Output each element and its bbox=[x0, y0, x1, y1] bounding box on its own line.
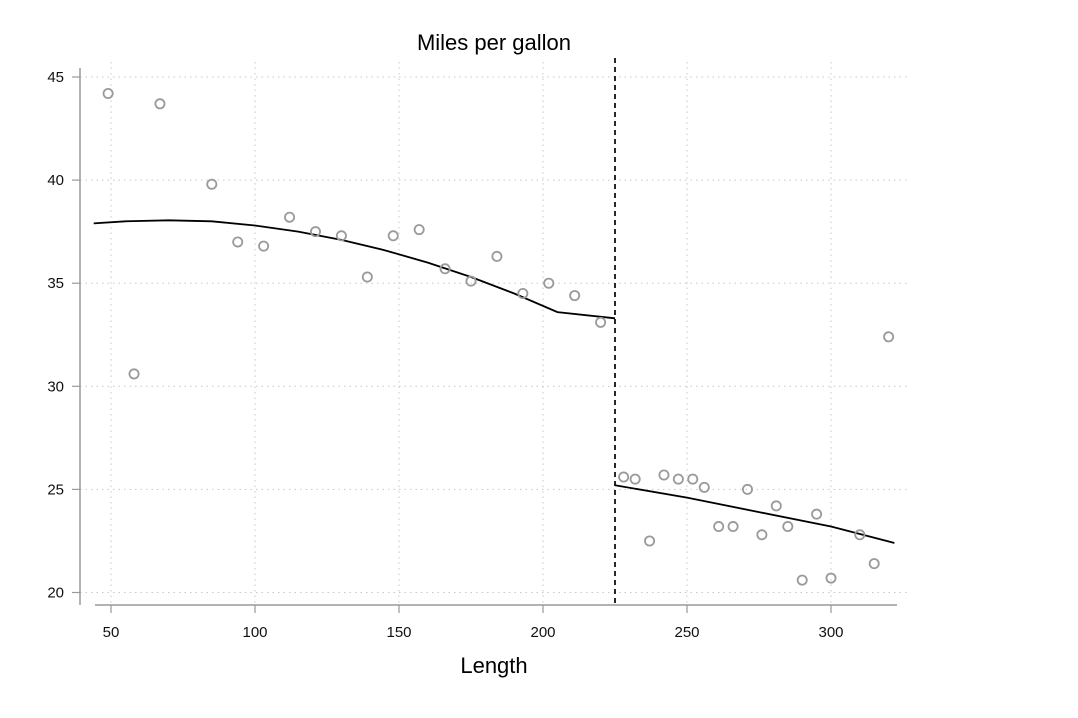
y-tick-label: 45 bbox=[47, 69, 64, 86]
data-point bbox=[413, 224, 425, 236]
data-point bbox=[825, 572, 837, 584]
x-tick-label: 300 bbox=[818, 624, 843, 641]
x-tick-label: 50 bbox=[103, 624, 120, 641]
data-point bbox=[687, 473, 699, 485]
data-point bbox=[782, 521, 794, 533]
data-point bbox=[756, 529, 768, 541]
y-tick-label: 30 bbox=[47, 378, 64, 395]
data-point bbox=[698, 481, 710, 493]
data-point bbox=[465, 275, 477, 287]
grid-lines bbox=[80, 62, 910, 606]
data-point bbox=[727, 521, 739, 533]
data-point bbox=[284, 211, 296, 223]
data-point bbox=[517, 288, 529, 300]
data-point bbox=[361, 271, 373, 283]
axes bbox=[72, 68, 897, 613]
data-point bbox=[232, 236, 244, 248]
data-point bbox=[335, 230, 347, 242]
x-tick-label: 150 bbox=[386, 624, 411, 641]
data-point bbox=[658, 469, 670, 481]
data-point bbox=[309, 226, 321, 238]
data-point bbox=[102, 87, 114, 99]
data-point bbox=[713, 521, 725, 533]
data-point bbox=[439, 263, 451, 275]
data-point bbox=[672, 473, 684, 485]
data-point bbox=[811, 508, 823, 520]
y-tick-label: 25 bbox=[47, 481, 64, 498]
y-tick-label: 35 bbox=[47, 275, 64, 292]
x-tick-label: 200 bbox=[530, 624, 555, 641]
x-axis-title: Length bbox=[460, 653, 527, 678]
data-point bbox=[128, 368, 140, 380]
data-point bbox=[258, 240, 270, 252]
fit-lines bbox=[93, 219, 895, 544]
data-point bbox=[154, 98, 166, 110]
fit-line-right bbox=[614, 484, 895, 544]
tick-labels: 20 25 30 35 40 45 50 100 150 200 250 300 bbox=[47, 69, 843, 641]
x-tick-label: 100 bbox=[242, 624, 267, 641]
data-points bbox=[102, 87, 895, 586]
data-point bbox=[595, 316, 607, 328]
y-tick-label: 40 bbox=[47, 172, 64, 189]
data-point bbox=[629, 473, 641, 485]
fit-line-left bbox=[93, 219, 616, 320]
data-point bbox=[206, 178, 218, 190]
chart-title: Miles per gallon bbox=[417, 30, 571, 55]
data-point bbox=[387, 230, 399, 242]
y-tick-label: 20 bbox=[47, 585, 64, 602]
data-point bbox=[618, 471, 630, 483]
data-point bbox=[854, 529, 866, 541]
data-point bbox=[644, 535, 656, 547]
data-point bbox=[796, 574, 808, 586]
data-point bbox=[741, 483, 753, 495]
data-point bbox=[543, 277, 555, 289]
data-point bbox=[868, 558, 880, 570]
data-point bbox=[491, 250, 503, 262]
data-point bbox=[770, 500, 782, 512]
x-tick-label: 250 bbox=[674, 624, 699, 641]
data-point bbox=[883, 331, 895, 343]
data-point bbox=[569, 290, 581, 302]
